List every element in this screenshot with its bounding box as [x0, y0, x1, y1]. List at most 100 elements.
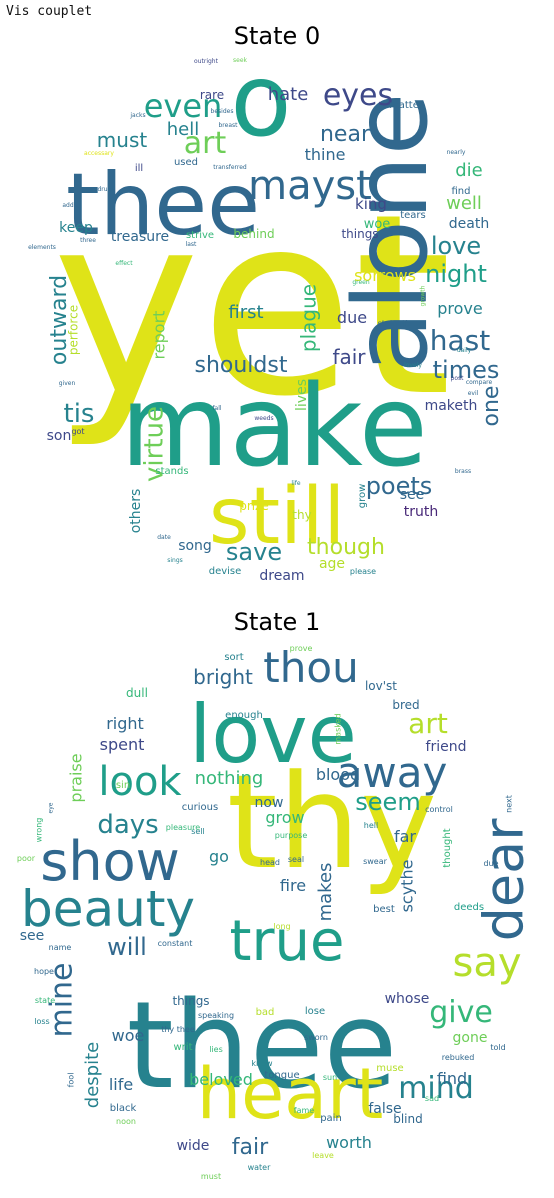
- cloud-word: dull: [126, 686, 148, 700]
- cloud-word: prize: [239, 499, 269, 513]
- cloud-word: life: [109, 1075, 133, 1094]
- cloud-word: love: [431, 232, 481, 260]
- cloud-word: maketh: [425, 398, 478, 414]
- cloud-word: loss: [34, 1017, 49, 1026]
- cloud-word: lives: [294, 379, 310, 411]
- cloud-word: thought: [442, 828, 453, 867]
- cloud-word: told: [490, 1043, 505, 1052]
- cloud-word: treasure: [111, 229, 169, 245]
- cloud-word: makes: [315, 863, 336, 922]
- cloud-word: false: [368, 1101, 401, 1117]
- cloud-word: heart: [197, 1053, 384, 1135]
- cloud-word: must: [97, 128, 148, 152]
- cloud-word: woe: [364, 217, 391, 232]
- cloud-word: sin: [116, 780, 130, 791]
- cloud-word: make: [120, 362, 428, 492]
- cloud-word: daily: [457, 347, 472, 354]
- cloud-word: devise: [209, 566, 242, 577]
- cloud-word: grow: [357, 484, 368, 509]
- cloud-word: wrong: [35, 818, 44, 843]
- cloud-word: growth: [420, 285, 427, 306]
- cloud-word: noon: [116, 1117, 136, 1126]
- cloud-word: enough: [225, 710, 263, 721]
- cloud-word: please: [350, 567, 376, 576]
- cloud-word: mine: [45, 962, 80, 1037]
- word-cloud-state-1: thy thee love heart show beauty true dear thou aw…: [0, 638, 554, 1198]
- cloud-word: got: [71, 427, 84, 436]
- cloud-word: muse: [376, 1063, 403, 1074]
- cloud-word: jacks: [129, 112, 145, 119]
- cloud-word: tongue: [264, 1070, 299, 1081]
- cloud-word: rebuked: [442, 1053, 475, 1062]
- cloud-word: give: [429, 995, 493, 1030]
- cloud-word: tears: [400, 210, 426, 221]
- cloud-word: thy thee: [161, 1025, 195, 1034]
- cloud-word: woe: [112, 1026, 145, 1045]
- cloud-word: grow: [265, 808, 304, 827]
- cloud-word: far: [394, 827, 416, 846]
- cloud-word: now: [255, 795, 284, 811]
- cloud-word: black: [110, 1103, 137, 1114]
- cloud-word: whose: [385, 991, 430, 1007]
- cloud-word: besides: [211, 108, 234, 115]
- cloud-word: ill: [135, 163, 143, 174]
- cloud-word: still: [209, 472, 345, 562]
- cloud-word: praise: [67, 753, 86, 802]
- cloud-word: bad: [256, 1007, 275, 1018]
- cloud-word: rare: [200, 88, 224, 102]
- cloud-word: control: [425, 805, 453, 814]
- cloud-word: pleasure: [166, 823, 200, 832]
- cloud-word: green: [352, 279, 370, 286]
- cloud-word: gone: [453, 1030, 488, 1046]
- cloud-word: dream: [259, 568, 304, 584]
- cloud-word: given: [59, 380, 76, 387]
- cloud-word: used: [174, 157, 198, 168]
- cloud-word: sorrows: [354, 266, 416, 285]
- cloud-word: lovely: [404, 362, 422, 369]
- cloud-word: virtue: [140, 406, 170, 482]
- cloud-word: hate: [268, 84, 309, 105]
- cloud-word: stands: [155, 466, 188, 477]
- cloud-word: nothing: [195, 768, 264, 789]
- cloud-word: death: [449, 216, 489, 232]
- cloud-word: beauty: [21, 880, 195, 938]
- cloud-word: elements: [28, 244, 56, 251]
- cloud-word: outward: [47, 275, 72, 365]
- cloud-word: state: [35, 996, 55, 1005]
- cloud-word: swear: [363, 857, 388, 866]
- cloud-word: due: [337, 308, 367, 327]
- cloud-word: head: [260, 858, 280, 867]
- cloud-word: seek: [233, 57, 248, 64]
- cloud-word: sad: [425, 1094, 439, 1103]
- cloud-word: best: [373, 904, 395, 915]
- cloud-word: night: [425, 260, 487, 288]
- cloud-word: date: [157, 534, 171, 541]
- cloud-word: speaking: [198, 1011, 234, 1020]
- cloud-word: prove: [290, 644, 313, 653]
- cloud-word: o: [230, 52, 291, 159]
- cloud-word: look: [98, 759, 182, 805]
- cloud-word: thine: [305, 145, 346, 164]
- cloud-word: last: [186, 241, 197, 248]
- cloud-word: though: [307, 535, 385, 560]
- cloud-word: one: [479, 386, 504, 427]
- cloud-word: hell: [167, 119, 199, 140]
- cloud-word: mayst: [248, 163, 372, 209]
- cloud-word: bred: [392, 698, 419, 712]
- cloud-word: next: [505, 795, 514, 813]
- cloud-word: effect: [115, 260, 133, 267]
- cloud-word: seal: [288, 855, 304, 864]
- cloud-word: compare: [466, 379, 493, 386]
- cloud-word: thee: [66, 155, 260, 255]
- cloud-word: life: [291, 480, 300, 487]
- cloud-word: report: [150, 311, 169, 360]
- cloud-word: well: [446, 193, 482, 214]
- cloud-word: perforce: [67, 305, 81, 355]
- cloud-word: lov'st: [365, 679, 397, 693]
- figure-header: Vis couplet: [6, 4, 93, 19]
- cloud-word: breast: [219, 122, 239, 129]
- cloud-word: know: [251, 1059, 273, 1068]
- cloud-word: pain: [320, 1113, 342, 1124]
- cloud-word: others: [128, 489, 144, 534]
